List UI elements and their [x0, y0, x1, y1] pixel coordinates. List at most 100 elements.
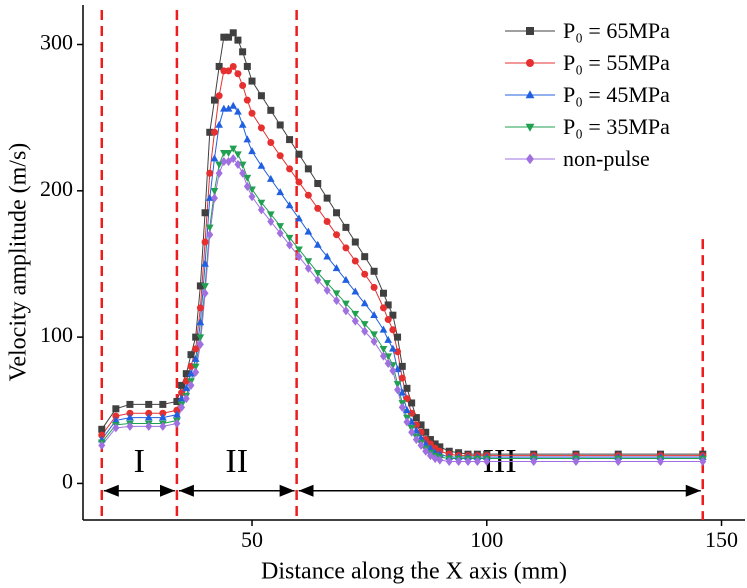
marker — [126, 413, 134, 421]
marker — [276, 188, 285, 196]
marker — [342, 223, 350, 231]
marker — [323, 285, 331, 295]
marker — [210, 128, 218, 136]
marker — [178, 381, 186, 389]
marker — [276, 228, 284, 238]
marker — [144, 413, 153, 421]
marker — [206, 169, 214, 177]
marker — [257, 92, 265, 100]
marker — [201, 288, 209, 298]
region-label: II — [225, 443, 248, 480]
marker — [215, 161, 224, 169]
marker — [243, 62, 251, 70]
x-axis-title: Distance along the X axis (mm) — [261, 559, 567, 585]
marker — [323, 194, 331, 202]
marker — [314, 179, 322, 187]
y-axis-title: Velocity amplitude (m/s) — [6, 143, 32, 382]
marker — [408, 427, 416, 437]
marker — [304, 191, 312, 199]
marker — [248, 186, 256, 194]
legend-marker — [526, 153, 534, 165]
legend-entry: P₀ = 65MPa — [563, 18, 670, 43]
marker — [196, 304, 204, 312]
series-line — [101, 32, 703, 455]
marker — [173, 410, 181, 418]
x-tick-label: 150 — [705, 527, 738, 552]
marker — [126, 409, 134, 417]
marker — [234, 151, 242, 159]
marker — [379, 325, 388, 333]
marker — [192, 345, 200, 353]
marker — [145, 400, 153, 408]
marker — [267, 106, 275, 114]
marker — [98, 440, 106, 450]
marker — [234, 36, 242, 44]
marker — [333, 295, 341, 306]
marker — [126, 400, 134, 408]
marker — [215, 168, 223, 178]
marker — [276, 223, 285, 231]
marker — [614, 456, 622, 467]
marker — [182, 394, 190, 404]
marker — [215, 62, 223, 70]
marker — [159, 409, 167, 417]
marker — [229, 29, 237, 37]
marker — [201, 209, 209, 217]
marker — [220, 33, 228, 41]
marker — [417, 440, 425, 450]
marker — [351, 287, 360, 295]
marker — [267, 139, 275, 147]
marker — [177, 394, 186, 402]
marker — [173, 397, 181, 405]
marker — [408, 399, 416, 407]
marker — [314, 204, 322, 212]
marker — [196, 339, 204, 349]
marker — [403, 417, 411, 427]
marker — [351, 257, 359, 265]
marker — [238, 161, 247, 169]
x-tick-label: 100 — [470, 527, 503, 552]
marker — [361, 326, 369, 336]
marker — [333, 209, 341, 217]
marker — [313, 240, 322, 248]
marker — [360, 299, 369, 307]
marker — [295, 178, 303, 186]
legend-entry: P₀ = 55MPa — [563, 50, 670, 75]
marker — [229, 101, 238, 109]
legend-marker — [525, 123, 535, 132]
marker — [342, 306, 350, 316]
marker — [98, 425, 106, 433]
marker — [361, 253, 369, 261]
marker — [285, 201, 294, 209]
marker — [98, 431, 106, 439]
marker — [351, 310, 360, 318]
marker — [210, 96, 218, 104]
y-tick-label: 200 — [40, 176, 73, 201]
marker — [333, 231, 341, 239]
marker — [422, 446, 430, 456]
marker — [304, 165, 312, 173]
marker — [286, 240, 294, 250]
marker — [398, 388, 407, 396]
marker — [412, 434, 420, 445]
marker — [403, 384, 411, 392]
marker — [266, 174, 275, 182]
marker — [112, 416, 120, 424]
marker — [436, 455, 444, 465]
marker — [196, 318, 205, 326]
marker — [266, 211, 275, 219]
series-line — [101, 105, 703, 458]
marker — [206, 128, 214, 136]
marker — [257, 205, 265, 215]
marker — [173, 406, 181, 414]
marker — [224, 149, 233, 157]
marker — [187, 369, 195, 377]
series-line — [101, 157, 703, 462]
marker — [239, 81, 247, 89]
marker — [234, 107, 242, 115]
marker — [699, 456, 707, 467]
marker — [205, 193, 214, 201]
marker — [370, 283, 378, 291]
marker — [384, 316, 392, 324]
